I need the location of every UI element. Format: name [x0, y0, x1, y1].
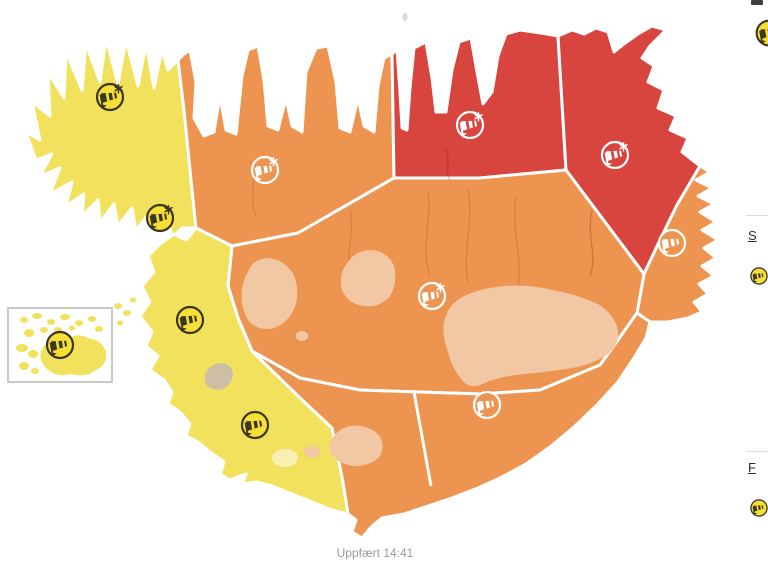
river-line [589, 209, 594, 277]
terrain-tan-patch [204, 363, 233, 390]
pale-terrain-patch [272, 449, 298, 467]
river-line [425, 191, 431, 277]
river-line [249, 159, 257, 217]
updated-timestamp: Uppfært 14:41 [336, 546, 414, 560]
wind-warning-icon[interactable] [741, 490, 768, 526]
region-boundary-line [412, 391, 433, 487]
warning-icon-yellow-wind[interactable] [175, 305, 205, 335]
truncated-text [751, 0, 763, 5]
warning-icon-red-wind-snow[interactable] [600, 140, 630, 170]
divider [746, 451, 768, 452]
warning-list-heading[interactable]: S [748, 228, 757, 243]
glacier-eyjafjallajokull [304, 446, 320, 458]
region-south[interactable] [250, 311, 652, 540]
wind-warning-icon[interactable] [741, 258, 768, 294]
warning-icon-yellow-wind-snow[interactable] [145, 203, 175, 233]
warning-list-heading[interactable]: F [748, 460, 756, 475]
offshore-islets [114, 297, 136, 326]
river-line [465, 187, 471, 283]
warning-icon-orange-wind-snow[interactable] [417, 281, 447, 311]
glacier-small [296, 331, 308, 341]
glacier-hofsjokull [340, 250, 396, 307]
glacier-myrdalsjokull [329, 425, 383, 466]
warning-icon-yellow-wind-snow[interactable] [95, 82, 125, 112]
river-line [444, 147, 451, 181]
region-vestfirdir[interactable] [24, 36, 198, 240]
warning-icon-red-wind-snow[interactable] [455, 110, 485, 140]
island-grimsey [402, 13, 408, 21]
warning-icon-orange-wind[interactable] [657, 228, 687, 258]
glacier-langjokull [241, 258, 298, 329]
wind-warning-icon[interactable] [751, 15, 768, 51]
warning-icon-yellow-wind[interactable] [45, 330, 75, 360]
river-line [513, 195, 521, 295]
warning-icons-layer [45, 82, 687, 440]
warning-icon-orange-wind-snow[interactable] [250, 155, 280, 185]
terrain-lines [249, 147, 594, 295]
region-north[interactable] [390, 28, 568, 180]
glacier-vatnajokull [443, 285, 619, 387]
divider [746, 215, 768, 216]
warning-icon-yellow-wind[interactable] [240, 410, 270, 440]
glaciers [204, 13, 619, 467]
warning-icon-orange-wind[interactable] [472, 390, 502, 420]
